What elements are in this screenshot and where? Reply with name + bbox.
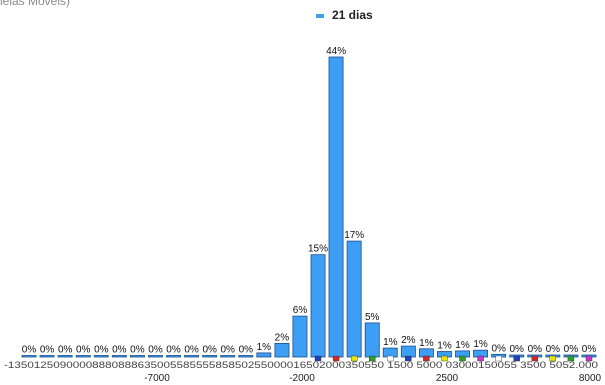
bar-bin-6: [129, 355, 145, 358]
bar-bin-15: [292, 315, 308, 358]
category-marker: [387, 355, 394, 362]
bar-bin-8: [166, 355, 182, 358]
legend: 21 dias: [316, 8, 373, 22]
bar-value-label: 0%: [220, 345, 235, 356]
category-marker: [567, 355, 575, 362]
bar-bin-20: [382, 347, 398, 358]
bar-bin-7: [147, 355, 163, 358]
legend-swatch: [316, 13, 324, 18]
x-tick-label: -2000: [289, 373, 315, 384]
bar-value-label: 0%: [202, 345, 217, 356]
bar-bin-21: [400, 345, 416, 358]
category-marker: [405, 355, 412, 362]
bar-bin-22: [418, 348, 434, 358]
bar-value-label: 0%: [564, 344, 579, 355]
value-labels-group: 0% 0% 0% 0% 0% 0% 0% 0% 0% 0% 0% 0% 0% 1%2%6%15%44%17…: [22, 46, 597, 356]
category-marker: [423, 355, 430, 362]
bar-value-label: 5%: [365, 312, 380, 323]
category-marker: [332, 355, 340, 362]
bar-value-label: 2%: [275, 332, 290, 343]
bar-bin-18: [346, 240, 362, 358]
bar-bin-4: [93, 355, 109, 358]
legend-label: 21 dias: [332, 8, 373, 22]
bar-bin-11: [220, 355, 236, 358]
bar-value-label: 0%: [184, 345, 199, 356]
category-marker: [531, 355, 538, 362]
bar-value-label: 1%: [257, 342, 272, 353]
crowded-tick-labels: -135012509000088808886350055855558585025…: [4, 360, 598, 370]
bar-value-label: 1%: [455, 340, 470, 351]
bar-value-label: 0%: [76, 345, 91, 356]
bar-value-label: 2%: [401, 335, 416, 346]
bar-value-label: 0%: [546, 344, 561, 355]
category-marker: [495, 355, 502, 362]
category-marker: [314, 355, 322, 362]
bar-value-label: 0%: [166, 345, 181, 356]
bar-value-label: 0%: [582, 344, 597, 355]
bar-bin-1: [39, 355, 55, 358]
bar-bin-12: [238, 355, 254, 358]
tick-labels-group: -135012509000088808886350055855558585025…: [4, 360, 602, 384]
x-tick-label: 2500: [436, 373, 459, 384]
bar-value-label: 0%: [58, 345, 73, 356]
bar-value-label: 6%: [293, 305, 308, 316]
bar-bin-0: [21, 355, 37, 358]
bar-value-label: 0%: [509, 344, 524, 355]
bar-bin-14: [274, 342, 290, 358]
category-marker: [441, 355, 448, 362]
bar-value-label: 0%: [491, 343, 506, 354]
bar-value-label: 0%: [148, 345, 163, 356]
x-tick-label: 8000: [579, 373, 602, 384]
category-marker: [585, 355, 593, 362]
bar-value-label: 1%: [473, 339, 488, 350]
category-marker: [513, 355, 520, 362]
bar-value-label: 1%: [437, 341, 452, 352]
bar-bin-10: [202, 355, 218, 358]
x-tick-label: -7000: [144, 373, 170, 384]
bar-bin-9: [184, 355, 200, 358]
bar-value-label: 0%: [528, 344, 543, 355]
bar-bin-17: [328, 56, 344, 358]
bar-value-label: 0%: [22, 345, 37, 356]
bar-value-label: 15%: [308, 244, 328, 255]
bar-bin-13: [256, 352, 272, 358]
bar-bin-16: [310, 254, 326, 358]
bar-value-label: 0%: [112, 345, 127, 356]
bar-value-label: 0%: [94, 345, 109, 356]
chart-title-fragment: ielas Móveis): [0, 0, 71, 8]
bar-value-label: 0%: [40, 345, 55, 356]
bar-value-label: 17%: [344, 230, 364, 241]
bars-group: [21, 56, 597, 358]
bar-bin-2: [57, 355, 73, 358]
category-marker: [477, 355, 484, 362]
bar-bin-5: [111, 355, 127, 358]
bar-value-label: 0%: [239, 345, 254, 356]
bar-bin-3: [75, 355, 91, 358]
bar-value-label: 1%: [383, 337, 398, 348]
bar-bin-19: [364, 322, 380, 358]
bar-value-label: 0%: [130, 345, 145, 356]
category-marker: [351, 355, 358, 362]
category-marker: [369, 355, 376, 362]
bar-value-label: 44%: [326, 46, 346, 57]
category-markers-group: [314, 355, 593, 362]
category-marker: [459, 355, 466, 362]
category-marker: [549, 355, 556, 362]
bar-value-label: 1%: [419, 338, 434, 349]
